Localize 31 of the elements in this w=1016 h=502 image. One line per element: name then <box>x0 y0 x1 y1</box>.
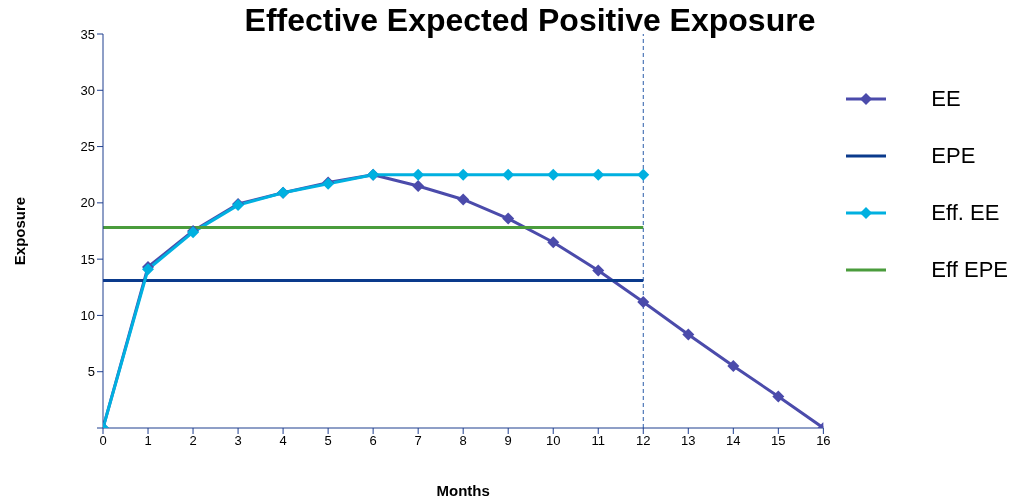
y-tick-label: 20 <box>80 195 95 211</box>
y-tick-label: 25 <box>80 139 95 155</box>
x-tick-label: 9 <box>504 433 512 449</box>
x-tick-label: 10 <box>545 433 561 449</box>
x-tick-label: 5 <box>324 433 332 449</box>
x-tick-label: 4 <box>279 433 287 449</box>
x-tick-label: 2 <box>189 433 197 449</box>
y-tick-label: 35 <box>80 26 95 42</box>
y-axis-title: Exposure <box>11 196 29 266</box>
x-tick-label: 8 <box>459 433 467 449</box>
chart-title: Effective Expected Positive Exposure <box>244 2 816 38</box>
x-tick-label: 7 <box>414 433 422 449</box>
x-tick-label: 15 <box>771 433 786 449</box>
x-tick-label: 14 <box>726 433 741 449</box>
legend-label: EE <box>931 85 961 112</box>
x-tick-label: 12 <box>636 433 651 449</box>
legend-label: Eff EPE <box>931 256 1008 283</box>
y-tick-label: 5 <box>87 364 95 380</box>
x-tick-label: 1 <box>144 433 152 449</box>
x-tick-label: 16 <box>816 433 831 449</box>
x-tick-label: 0 <box>99 433 107 449</box>
x-tick-label: 13 <box>681 433 696 449</box>
y-tick-label: 15 <box>80 251 95 267</box>
y-tick-label: 10 <box>80 308 95 324</box>
x-tick-label: 3 <box>234 433 242 449</box>
x-tick-label: 11 <box>591 433 605 449</box>
x-axis-title: Months <box>436 482 490 499</box>
x-tick-label: 6 <box>369 433 377 449</box>
legend-label: Eff. EE <box>931 199 1000 226</box>
y-tick-label: 30 <box>80 82 95 98</box>
legend-label: EPE <box>931 142 976 169</box>
